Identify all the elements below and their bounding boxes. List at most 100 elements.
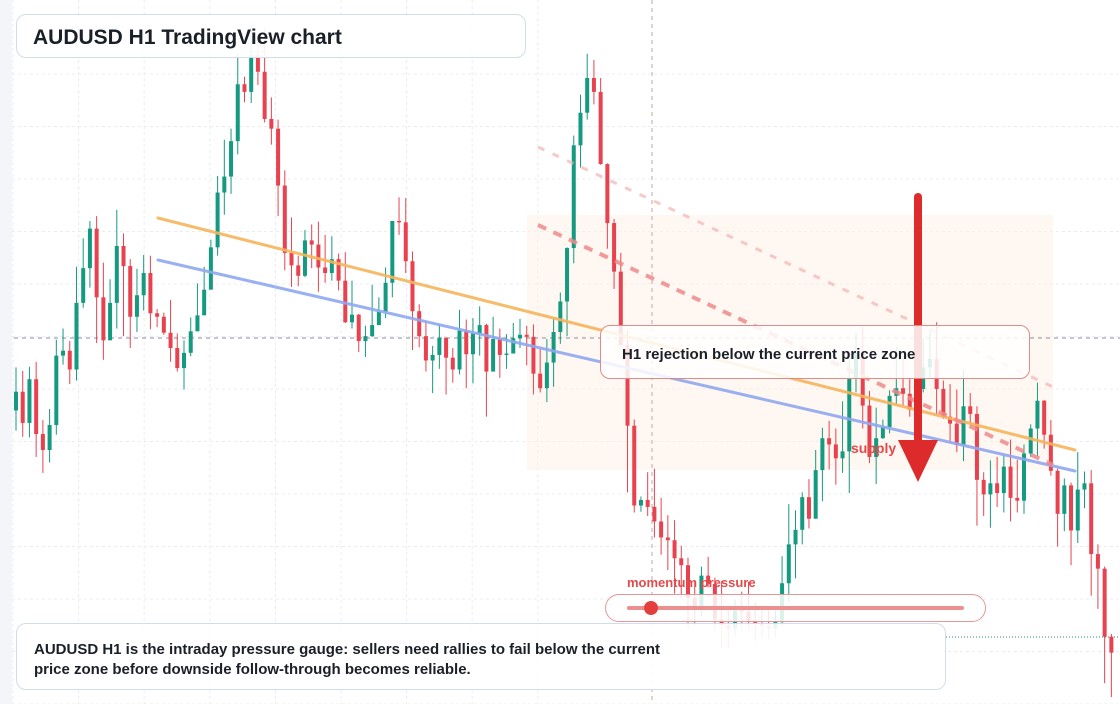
candle-body: [350, 314, 354, 323]
candle: [800, 492, 805, 545]
candle-body: [1089, 483, 1094, 555]
candle-body: [20, 391, 25, 423]
candle-body: [235, 84, 240, 142]
candle-body: [887, 395, 892, 428]
candle: [282, 170, 287, 271]
candle-body: [1035, 400, 1040, 429]
candle: [652, 468, 657, 538]
candle: [484, 323, 489, 417]
candle: [981, 472, 986, 516]
candle-body: [141, 273, 146, 296]
candle: [645, 472, 650, 516]
candle: [874, 407, 879, 485]
candle: [235, 53, 240, 155]
candle: [1001, 455, 1006, 513]
candle: [497, 328, 502, 378]
candle: [168, 300, 173, 362]
candle-body: [208, 247, 213, 290]
candle: [477, 306, 482, 356]
candle-body: [551, 332, 556, 363]
candle-body: [390, 220, 395, 283]
candle: [1042, 400, 1047, 449]
candle-body: [356, 314, 361, 342]
candle: [605, 163, 610, 249]
candle-body: [477, 325, 482, 334]
candle: [302, 229, 307, 278]
candle: [188, 317, 193, 357]
candle: [1102, 566, 1107, 684]
candle-body: [706, 575, 711, 584]
candle: [632, 419, 637, 513]
candle-body: [222, 176, 227, 193]
candle: [410, 251, 415, 351]
candle: [215, 175, 220, 256]
candle: [638, 496, 643, 512]
candle: [840, 401, 845, 473]
candle: [363, 325, 368, 357]
candle-body: [806, 497, 811, 519]
candle: [706, 556, 711, 588]
candle: [585, 53, 590, 120]
candle: [1015, 459, 1020, 513]
candle: [47, 409, 52, 463]
candle-body: [968, 406, 973, 414]
candle-body: [571, 145, 576, 249]
candle: [820, 427, 825, 502]
gauge-knob[interactable]: [643, 601, 658, 615]
candle-body: [316, 244, 321, 268]
candle-body: [618, 271, 623, 346]
gauge-track: [627, 606, 964, 610]
candle: [833, 428, 838, 485]
candle: [423, 321, 428, 372]
candle-body: [874, 438, 879, 457]
candle: [1075, 452, 1080, 543]
candle: [114, 209, 119, 329]
candle: [175, 333, 180, 372]
candle-body: [1028, 428, 1033, 454]
candle-body: [40, 434, 45, 450]
candle: [1109, 633, 1114, 698]
candle-body: [155, 313, 160, 317]
candle: [417, 304, 422, 348]
candle: [403, 198, 408, 274]
candle-body: [202, 289, 207, 316]
candle-body: [108, 302, 113, 341]
candle: [867, 391, 872, 464]
candle: [430, 345, 435, 394]
candle: [101, 262, 106, 360]
candle: [397, 197, 402, 235]
candle-body: [652, 506, 657, 522]
candle-body: [598, 91, 603, 165]
candle-body: [699, 575, 704, 609]
candle: [229, 128, 234, 194]
candle-body: [262, 71, 267, 119]
candle-body: [504, 353, 509, 355]
candle-body: [128, 266, 133, 317]
candle: [20, 370, 25, 437]
candle-body: [524, 334, 529, 337]
candle-body: [901, 388, 906, 394]
candle-body: [27, 379, 32, 423]
candle: [672, 520, 677, 594]
candle-body: [847, 377, 852, 452]
candle-body: [81, 268, 86, 303]
candle-body: [1055, 470, 1060, 514]
candle: [457, 309, 462, 375]
candle: [491, 316, 496, 372]
candle-body: [161, 316, 166, 333]
candle: [108, 279, 113, 341]
candle: [437, 324, 442, 369]
candle-body: [544, 362, 549, 389]
candle: [1028, 424, 1033, 457]
candle-body: [363, 336, 368, 342]
candle: [356, 313, 361, 353]
candle: [336, 253, 341, 291]
candle: [14, 367, 18, 431]
candle: [329, 236, 334, 281]
candle-body: [511, 338, 516, 354]
candle-body: [114, 245, 119, 303]
candle-body: [753, 622, 758, 624]
candle-body: [1008, 466, 1013, 498]
candle-body: [34, 379, 39, 435]
candle-body: [423, 336, 428, 361]
